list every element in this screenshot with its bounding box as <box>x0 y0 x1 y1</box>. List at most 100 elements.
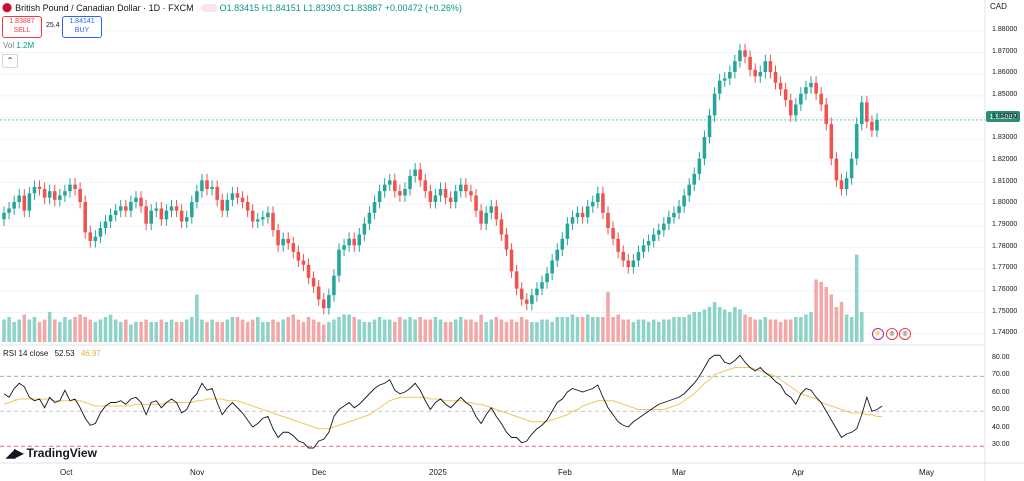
volume-bar <box>17 319 22 342</box>
volume-bar <box>169 319 174 342</box>
candle-body <box>859 102 864 124</box>
volume-bar <box>215 322 219 342</box>
volume-bar <box>245 322 250 342</box>
candle-body <box>184 217 189 222</box>
event-marker-icon[interactable]: ◎ <box>886 328 898 340</box>
candle-body <box>641 245 646 252</box>
volume-bar <box>124 319 128 342</box>
volume-legend: Vol 1.2M <box>3 41 34 50</box>
alert-pill-icon[interactable] <box>200 3 217 12</box>
candle-body <box>753 69 757 77</box>
candle-body <box>636 251 641 261</box>
volume-bar <box>788 319 793 342</box>
candle-body <box>484 212 488 224</box>
volume-bar <box>519 317 524 342</box>
candle-body <box>514 271 519 289</box>
candle-body <box>580 212 585 218</box>
time-tick-label: Oct <box>60 468 73 477</box>
candle-body <box>601 193 605 213</box>
symbol-title[interactable]: British Pound / Canadian Dollar · 1D · F… <box>15 2 194 13</box>
candle-body <box>814 82 818 94</box>
candle-body <box>519 288 524 300</box>
volume-bar <box>68 319 72 342</box>
volume-bar <box>103 317 108 342</box>
candle-body <box>448 197 453 202</box>
volume-bar <box>814 279 818 342</box>
candle-body <box>535 288 539 296</box>
rsi-value: 52.53 <box>54 349 75 358</box>
rsi-ma-value: 46.97 <box>80 349 101 358</box>
volume-bar <box>190 317 194 342</box>
event-marker-icon[interactable]: ⚡ <box>872 328 884 340</box>
candle-body <box>560 238 565 250</box>
volume-bar <box>159 319 164 342</box>
volume-bar <box>849 317 854 342</box>
volume-bar <box>154 322 159 342</box>
candle-body <box>332 275 336 296</box>
volume-bar <box>844 314 849 342</box>
candle-body <box>656 230 661 235</box>
volume-bar <box>393 322 397 342</box>
candle-body <box>717 80 722 94</box>
rsi-tick-label: 60.00 <box>992 388 1010 396</box>
volume-bar <box>484 322 488 342</box>
volume-bar <box>494 317 499 342</box>
sell-button[interactable]: 1.83887 SELL <box>2 16 42 38</box>
candle-body <box>788 100 793 116</box>
candle-body <box>240 197 245 202</box>
volume-bar <box>667 319 671 342</box>
volume-bar <box>565 317 570 342</box>
volume-bar <box>413 319 417 342</box>
volume-bar <box>164 322 169 342</box>
volume-bar <box>738 309 742 342</box>
volume-bar <box>570 314 575 342</box>
volume-bar <box>281 319 285 342</box>
candle-body <box>590 202 595 207</box>
price-tick-label: 1.77000 <box>992 264 1018 272</box>
candle-body <box>276 230 280 246</box>
volume-bar <box>499 319 504 342</box>
symbol-header[interactable]: ⬤ British Pound / Canadian Dollar · 1D ·… <box>2 2 462 13</box>
volume-bar <box>763 317 768 342</box>
candle-body <box>286 238 291 244</box>
volume-bar <box>78 314 82 342</box>
candle-body <box>712 93 717 116</box>
candle-body <box>509 249 514 272</box>
volume-bar <box>52 319 57 342</box>
time-tick-label: May <box>919 468 935 477</box>
volume-bar <box>489 319 494 342</box>
collapse-legend-button[interactable]: ⌃ <box>2 54 18 68</box>
price-tick-label: 1.83000 <box>992 134 1018 142</box>
candle-body <box>291 243 296 252</box>
buy-button[interactable]: 1.84141 BUY <box>62 16 102 38</box>
candle-body <box>367 212 372 224</box>
candle-body <box>651 234 656 241</box>
candle-body <box>474 195 478 211</box>
volume-bar <box>321 324 326 342</box>
currency-label[interactable]: CAD <box>990 2 1007 11</box>
volume-bar <box>22 314 27 342</box>
event-marker-icon[interactable]: ◎ <box>899 328 911 340</box>
volume-bar <box>631 322 636 342</box>
volume-bar <box>382 319 387 342</box>
candle-body <box>611 228 615 239</box>
volume-bar <box>702 309 707 342</box>
volume-bar <box>387 319 392 342</box>
candle-body <box>646 241 651 246</box>
candle-body <box>88 232 93 241</box>
volume-bar <box>768 319 773 342</box>
volume-bar <box>423 319 428 342</box>
candle-body <box>687 184 691 196</box>
volume-bar <box>636 319 641 342</box>
sell-label: SELL <box>13 27 31 34</box>
candle-body <box>190 202 194 218</box>
volume-bar <box>712 302 717 342</box>
volume-bar <box>271 319 275 342</box>
candle-body <box>783 89 788 101</box>
volume-bar <box>804 314 808 342</box>
candle-body <box>844 178 849 189</box>
volume-bar <box>235 317 240 342</box>
rsi-legend[interactable]: RSI 14 close 52.53 46.97 <box>3 349 101 358</box>
rsi-tick-label: 70.00 <box>992 371 1010 379</box>
